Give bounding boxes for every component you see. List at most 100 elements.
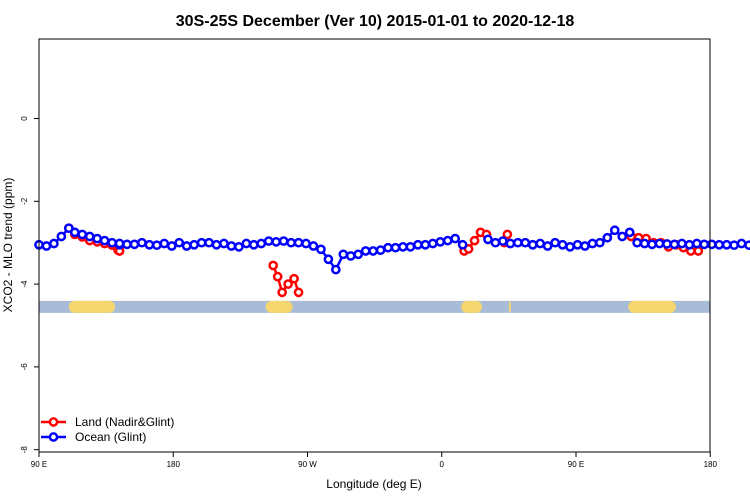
legend-item-ocean: Ocean (Glint) <box>41 430 146 444</box>
ocean-data-point <box>144 239 155 250</box>
ocean-data-point <box>219 238 229 249</box>
ocean-data-point <box>542 241 553 251</box>
ocean-data-point <box>520 237 531 248</box>
ocean-data-point <box>383 242 393 253</box>
ocean-data-point <box>632 237 643 248</box>
ocean-data-point <box>669 239 680 250</box>
ocean-band <box>39 300 710 313</box>
ocean-data-point <box>390 242 401 253</box>
land-data-point <box>272 271 283 282</box>
ocean-data-point <box>41 241 52 251</box>
x-tick-label: 0 <box>440 460 445 469</box>
ocean-data-point <box>151 240 162 251</box>
ocean-data-point <box>375 245 386 256</box>
land-band-segment <box>265 300 293 313</box>
ocean-data-point <box>744 240 750 251</box>
y-tick-label: 0 <box>20 116 29 121</box>
ocean-data-point <box>617 231 628 242</box>
ocean-data-point <box>263 236 274 246</box>
ocean-data-point <box>654 238 665 249</box>
ocean-data-point <box>308 241 319 251</box>
ocean-data-point <box>92 233 103 244</box>
ocean-data-point <box>557 239 568 250</box>
x-tick-label: 90 E <box>568 460 584 469</box>
x-tick-label: 90 W <box>298 460 317 469</box>
ocean-data-point <box>721 239 732 250</box>
ocean-data-point <box>107 237 117 248</box>
x-tick-label: 180 <box>704 460 718 469</box>
land-data-point <box>469 235 480 246</box>
ocean-data-point <box>535 238 546 249</box>
legend-label: Ocean (Glint) <box>75 430 146 444</box>
x-tick-label: 90 E <box>31 460 47 469</box>
ocean-data-point <box>248 239 259 250</box>
ocean-data-point <box>498 236 508 246</box>
y-tick-label: -6 <box>20 363 29 371</box>
land-data-point <box>502 229 513 240</box>
ocean-data-point <box>729 240 739 251</box>
ocean-data-point <box>241 238 252 249</box>
ocean-data-point <box>684 239 695 250</box>
ocean-data-point <box>159 238 170 249</box>
ocean-data-point <box>316 244 326 255</box>
ocean-data-point <box>699 239 710 250</box>
ocean-data-point <box>174 237 185 248</box>
ocean-data-point <box>647 239 657 250</box>
ocean-data-point <box>587 238 598 249</box>
legend-swatch-marker <box>48 417 59 427</box>
ocean-data-point <box>413 239 423 250</box>
ocean-data-point <box>427 238 438 249</box>
ocean-data-point <box>483 234 493 245</box>
x-axis-label: Longitude (deg E) <box>326 477 421 491</box>
series-layer <box>34 223 750 298</box>
ocean-data-point <box>196 237 207 248</box>
land-data-point <box>693 246 704 256</box>
ocean-data-point <box>527 239 538 250</box>
land-band-segment <box>461 300 483 313</box>
ocean-data-point <box>677 238 687 249</box>
ocean-data-point <box>129 239 140 250</box>
ocean-data-point <box>595 237 605 248</box>
y-tick-label: -4 <box>20 280 29 288</box>
ocean-data-point <box>639 238 650 249</box>
ocean-data-point <box>442 235 453 246</box>
ocean-data-point <box>420 239 431 250</box>
ocean-data-point <box>271 237 282 247</box>
x-tick-label: 180 <box>167 460 181 469</box>
y-axis: 0 -2 -4 -6 -8 <box>20 116 39 453</box>
y-tick-label: -2 <box>20 197 29 205</box>
x-axis: 90 E 180 90 W 0 90 E 180 <box>31 452 718 469</box>
land-data-point <box>289 273 299 284</box>
ocean-data-point <box>691 238 702 249</box>
ocean-data-point <box>353 249 364 260</box>
ocean-data-point <box>565 241 575 252</box>
ocean-data-point <box>84 231 95 242</box>
legend-label: Land (Nadir&Glint) <box>75 415 174 429</box>
ocean-data-point <box>398 241 408 252</box>
ocean-data-point <box>505 238 516 249</box>
ocean-data-point <box>211 239 222 250</box>
ocean-data-point <box>450 233 461 244</box>
ocean-data-point <box>226 241 237 251</box>
legend: Land (Nadir&Glint)Ocean (Glint) <box>41 415 174 444</box>
land-band-segment <box>68 300 116 313</box>
ocean-data-point <box>77 229 88 240</box>
ocean-data-point <box>360 246 371 256</box>
ocean-data-point <box>490 237 501 248</box>
land-data-point <box>293 287 304 298</box>
ocean-data-point <box>580 241 590 251</box>
ocean-data-point <box>293 237 304 248</box>
ocean-data-point <box>405 241 416 252</box>
ocean-data-point <box>99 235 110 246</box>
ocean-data-point <box>204 237 214 248</box>
chart-title: 30S-25S December (Ver 10) 2015-01-01 to … <box>176 13 575 30</box>
ocean-data-point <box>256 238 267 249</box>
ocean-data-point <box>736 238 747 249</box>
ocean-data-point <box>234 241 244 252</box>
legend-item-land: Land (Nadir&Glint) <box>41 415 174 429</box>
ocean-data-point <box>602 232 613 243</box>
ocean-data-point <box>181 241 192 251</box>
ocean-data-point <box>301 238 311 249</box>
surface-band <box>39 300 710 313</box>
